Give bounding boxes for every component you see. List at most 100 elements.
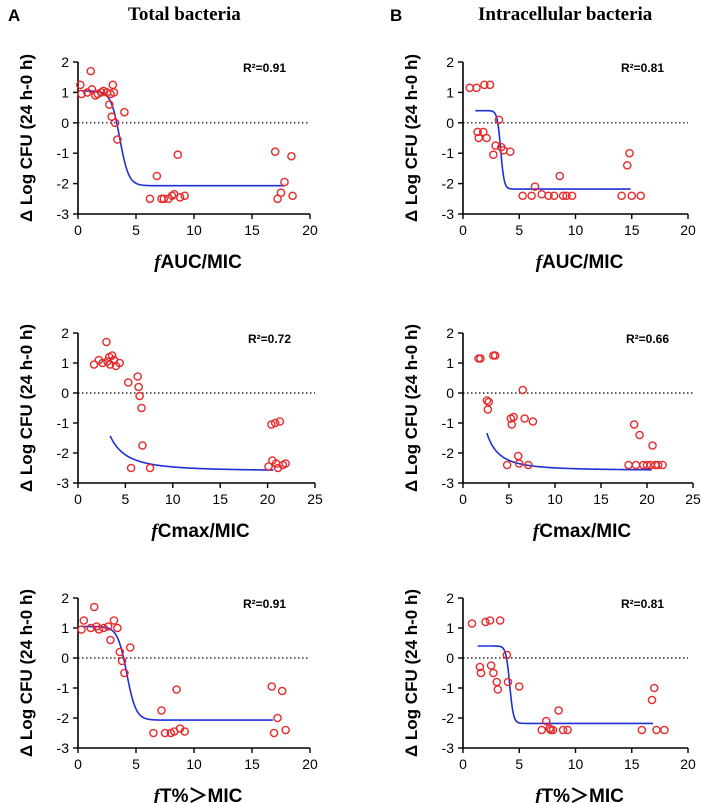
data-point (120, 668, 129, 678)
data-point (489, 668, 498, 678)
data-point (660, 725, 669, 735)
data-point (137, 403, 146, 413)
data-point (115, 358, 125, 368)
y-tick-label: -1 (57, 145, 70, 161)
data-point (502, 460, 512, 470)
data-point (482, 396, 492, 405)
x-axis-label-text: T%＞MIC (160, 786, 243, 803)
data-point (287, 151, 296, 161)
y-tick-label: -3 (442, 740, 455, 756)
data-point (99, 623, 108, 633)
x-tick-label: 10 (568, 756, 584, 772)
y-tick-label: 1 (61, 84, 69, 100)
x-tick-label: 5 (515, 222, 523, 238)
y-tick-label: 0 (61, 385, 69, 401)
y-tick-label: -2 (57, 176, 70, 192)
data-point (109, 616, 119, 625)
x-tick-label: 0 (459, 222, 467, 238)
x-tick-label: 5 (122, 491, 130, 507)
y-tick-label: 0 (446, 650, 454, 666)
data-point (503, 677, 513, 687)
data-point (180, 727, 190, 736)
y-tick-label: 1 (61, 620, 69, 636)
y-tick-label: 1 (446, 355, 454, 371)
x-axis-label: fCmax/MIC (151, 521, 249, 542)
y-tick-label: 2 (61, 54, 69, 70)
data-point (280, 177, 289, 187)
data-point (481, 617, 490, 627)
data-point (123, 378, 133, 387)
data-point (89, 360, 99, 369)
x-tick-label: 10 (186, 222, 202, 238)
x-tick-label: 15 (624, 222, 640, 238)
data-point (537, 189, 547, 199)
data-point (281, 459, 290, 468)
data-point (528, 417, 538, 426)
data-point (622, 161, 632, 170)
data-point (631, 460, 641, 470)
data-point (648, 441, 657, 450)
data-point (647, 695, 657, 705)
data-point (472, 83, 481, 93)
r-squared-annotation: R²=0.91 (243, 597, 286, 611)
data-point (518, 385, 528, 395)
x-axis-label: fCmax/MIC (533, 521, 631, 542)
data-point (281, 725, 290, 735)
y-tick-label: 2 (61, 325, 69, 341)
x-tick-label: 15 (244, 756, 260, 772)
data-point (475, 662, 485, 672)
fit-curve (477, 645, 654, 725)
data-point (549, 191, 559, 201)
data-point (113, 135, 122, 144)
y-tick-label: 2 (446, 54, 454, 70)
y-tick-label: 2 (61, 590, 69, 606)
data-point (484, 397, 494, 407)
data-point (485, 616, 495, 625)
y-axis-label: Δ Log CFU (24 h-0 h) (17, 324, 36, 492)
data-point (492, 677, 502, 687)
data-point (558, 725, 568, 735)
data-point (145, 194, 155, 204)
y-tick-label: -1 (442, 415, 455, 431)
x-axis-label-prefix: f (154, 252, 162, 273)
x-tick-label: 20 (680, 222, 696, 238)
data-point (490, 351, 500, 360)
data-point (275, 417, 285, 426)
x-axis-label-text: AUC/MIC (161, 252, 243, 273)
data-point (77, 89, 86, 99)
x-tick-label: 0 (74, 756, 82, 772)
x-axis-label-text: Cmax/MIC (158, 521, 250, 542)
data-point (77, 625, 86, 634)
panel-label-b: B (390, 6, 403, 25)
data-point (115, 647, 125, 657)
data-point (86, 623, 96, 633)
data-point (473, 127, 482, 137)
x-axis-label-prefix: f (154, 786, 162, 803)
x-tick-label: 5 (515, 756, 523, 772)
data-point (548, 725, 558, 735)
y-tick-label: -3 (57, 206, 70, 222)
data-point (518, 191, 527, 201)
data-point (135, 391, 144, 401)
data-point (637, 725, 647, 735)
y-tick-label: -2 (442, 710, 455, 726)
data-point (483, 405, 493, 414)
y-axis-label: Δ Log CFU (24 h-0 h) (402, 54, 421, 222)
data-point (269, 728, 279, 738)
y-tick-label: 2 (446, 590, 454, 606)
x-tick-label: 15 (624, 756, 640, 772)
y-tick-label: -1 (57, 415, 70, 431)
y-tick-label: -3 (442, 206, 455, 222)
data-point (105, 100, 114, 109)
data-point (476, 668, 486, 678)
data-point (117, 656, 127, 666)
data-point (175, 192, 185, 202)
y-axis-label: Δ Log CFU (24 h-0 h) (17, 54, 36, 222)
x-tick-label: 25 (685, 491, 701, 507)
data-point (113, 623, 122, 633)
data-point (152, 171, 162, 181)
